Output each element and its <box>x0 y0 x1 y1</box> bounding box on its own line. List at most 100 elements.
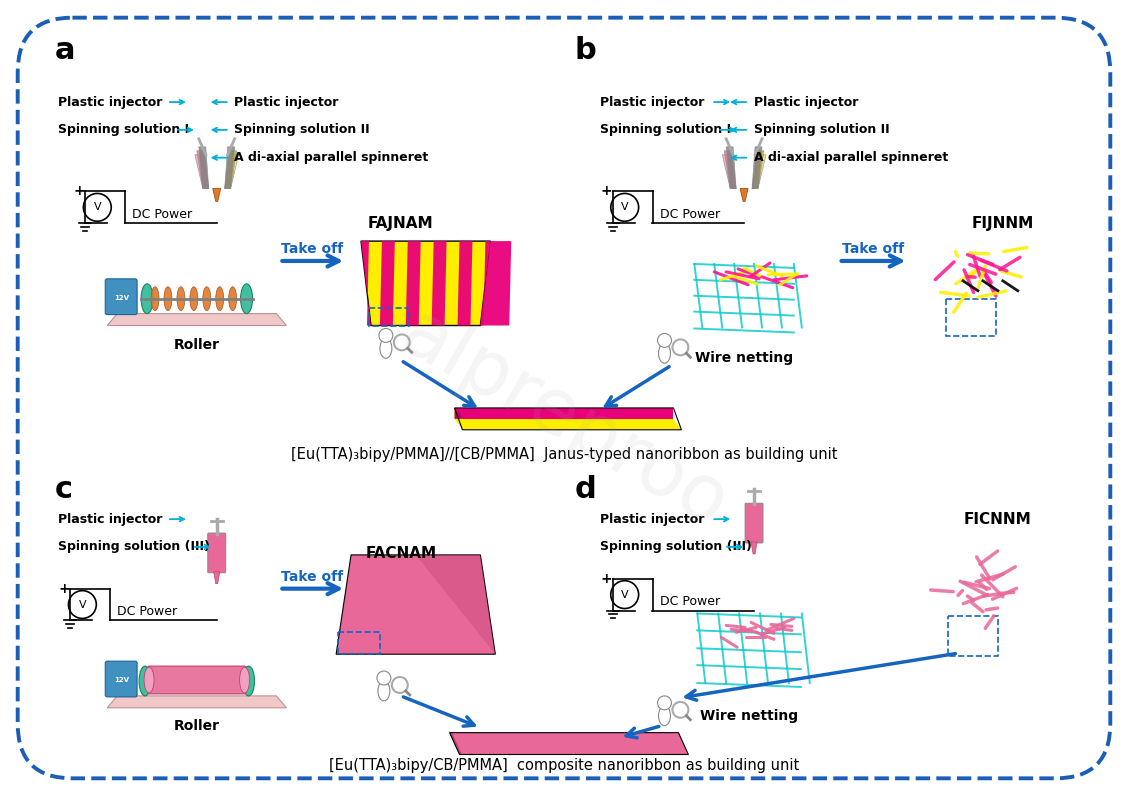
Text: V: V <box>94 202 102 213</box>
FancyBboxPatch shape <box>208 533 226 573</box>
Text: Spinning solution II: Spinning solution II <box>754 123 890 136</box>
Circle shape <box>658 334 671 347</box>
Polygon shape <box>199 146 209 189</box>
Polygon shape <box>455 408 462 430</box>
Text: Plastic injector: Plastic injector <box>600 513 704 525</box>
Ellipse shape <box>141 284 153 314</box>
Ellipse shape <box>190 287 197 310</box>
Polygon shape <box>450 732 461 755</box>
Ellipse shape <box>240 284 253 314</box>
Polygon shape <box>432 241 447 326</box>
Text: Wire netting: Wire netting <box>695 351 793 365</box>
Ellipse shape <box>243 666 255 696</box>
Polygon shape <box>336 555 495 654</box>
Ellipse shape <box>139 666 151 696</box>
Ellipse shape <box>164 287 171 310</box>
Text: d: d <box>575 475 597 504</box>
Text: V: V <box>79 599 86 610</box>
Polygon shape <box>224 150 237 189</box>
Polygon shape <box>726 146 737 189</box>
Circle shape <box>379 329 393 342</box>
FancyBboxPatch shape <box>148 666 246 694</box>
Text: Plastic injector: Plastic injector <box>58 513 162 525</box>
Text: Spinning solution I: Spinning solution I <box>600 123 731 136</box>
Text: c: c <box>54 475 72 504</box>
Text: A di-axial parallel spinneret: A di-axial parallel spinneret <box>233 151 428 164</box>
Ellipse shape <box>239 667 249 693</box>
Polygon shape <box>724 150 737 189</box>
Ellipse shape <box>659 343 670 363</box>
Text: [Eu(TTA)₃bipy/CB/PMMA]  composite nanoribbon as building unit: [Eu(TTA)₃bipy/CB/PMMA] composite nanorib… <box>329 758 799 773</box>
Polygon shape <box>107 314 287 326</box>
Text: DC Power: DC Power <box>660 595 720 608</box>
Text: Spinning solution (III): Spinning solution (III) <box>58 540 210 553</box>
Text: FACNAM: FACNAM <box>365 546 437 561</box>
Ellipse shape <box>144 667 155 693</box>
Ellipse shape <box>659 706 670 726</box>
Ellipse shape <box>177 287 185 310</box>
FancyBboxPatch shape <box>748 509 760 540</box>
FancyBboxPatch shape <box>210 539 223 569</box>
Text: FAJNAM: FAJNAM <box>368 216 433 231</box>
Text: 12V: 12V <box>114 677 129 683</box>
Text: FICNNM: FICNNM <box>964 512 1032 527</box>
Polygon shape <box>107 696 287 708</box>
Text: V: V <box>620 202 628 213</box>
Bar <box>338 632 380 654</box>
Text: +: + <box>601 572 613 586</box>
Polygon shape <box>361 241 371 326</box>
Text: Wire netting: Wire netting <box>700 708 799 723</box>
Polygon shape <box>224 146 235 189</box>
Polygon shape <box>752 146 763 189</box>
Polygon shape <box>213 189 221 201</box>
Polygon shape <box>740 189 748 201</box>
Text: +: + <box>73 185 86 198</box>
Circle shape <box>377 671 391 685</box>
Text: Plastic injector: Plastic injector <box>754 96 858 108</box>
Polygon shape <box>380 241 395 326</box>
Polygon shape <box>722 154 737 189</box>
Text: Take off: Take off <box>281 242 344 256</box>
Polygon shape <box>455 419 681 430</box>
Text: DC Power: DC Power <box>132 208 192 220</box>
Text: A di-axial parallel spinneret: A di-axial parallel spinneret <box>754 151 949 164</box>
Ellipse shape <box>229 287 237 310</box>
Ellipse shape <box>203 287 211 310</box>
FancyBboxPatch shape <box>105 279 138 314</box>
FancyBboxPatch shape <box>105 661 138 697</box>
Text: a: a <box>54 36 76 65</box>
Text: DC Power: DC Power <box>660 208 720 220</box>
Polygon shape <box>450 732 688 755</box>
Polygon shape <box>416 555 495 654</box>
Ellipse shape <box>380 338 391 358</box>
Polygon shape <box>752 154 766 189</box>
Polygon shape <box>213 572 220 583</box>
Bar <box>949 616 998 656</box>
FancyBboxPatch shape <box>746 503 763 543</box>
Polygon shape <box>196 150 209 189</box>
Ellipse shape <box>215 287 223 310</box>
Bar <box>946 298 996 337</box>
Text: +: + <box>59 582 70 595</box>
Text: Roller: Roller <box>174 719 220 732</box>
Circle shape <box>658 696 671 710</box>
Text: 12V: 12V <box>114 295 129 301</box>
Text: FIJNNM: FIJNNM <box>971 216 1034 231</box>
Polygon shape <box>458 241 473 326</box>
Text: Take off: Take off <box>281 570 344 583</box>
Polygon shape <box>481 241 491 326</box>
Text: b: b <box>575 36 597 65</box>
Text: [Eu(TTA)₃bipy/PMMA]//[CB/PMMA]  Janus-typed nanoribbon as building unit: [Eu(TTA)₃bipy/PMMA]//[CB/PMMA] Janus-typ… <box>291 447 837 462</box>
Polygon shape <box>481 241 511 326</box>
Polygon shape <box>455 408 673 419</box>
Polygon shape <box>361 241 491 326</box>
Text: DC Power: DC Power <box>117 605 177 618</box>
Text: Spinning solution II: Spinning solution II <box>233 123 369 136</box>
Text: Spinning solution (III): Spinning solution (III) <box>600 540 751 553</box>
Text: Roller: Roller <box>174 338 220 353</box>
Polygon shape <box>195 154 209 189</box>
Text: Spinning solution I: Spinning solution I <box>58 123 188 136</box>
Polygon shape <box>406 241 421 326</box>
Text: Plastic injector: Plastic injector <box>600 96 704 108</box>
Text: Take off: Take off <box>841 242 904 256</box>
